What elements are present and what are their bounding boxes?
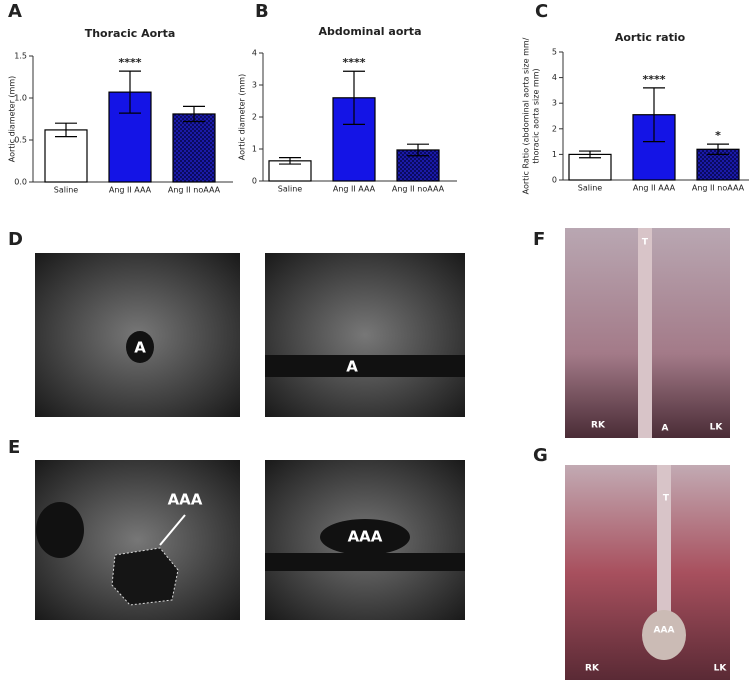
panel-letter: C bbox=[535, 1, 548, 22]
image-label: A bbox=[346, 358, 358, 376]
image-label: AAA bbox=[348, 528, 383, 546]
image-label: RK bbox=[585, 664, 600, 674]
image-label: LK bbox=[710, 423, 724, 433]
image-label: AAA bbox=[654, 626, 675, 636]
image-label: A bbox=[662, 424, 669, 434]
panel-letter: D bbox=[8, 229, 23, 250]
vessel bbox=[36, 502, 84, 558]
image-label: A bbox=[134, 339, 146, 357]
y-tick-label: 0 bbox=[552, 176, 557, 185]
significance: **** bbox=[342, 56, 365, 69]
y-tick-label: 1.0 bbox=[14, 94, 27, 103]
x-tick-label: Ang II AAA bbox=[109, 186, 152, 195]
y-tick-label: 0 bbox=[252, 177, 257, 186]
aneurysm-outline bbox=[111, 547, 179, 606]
y-axis-label: Aortic Ratio (abdominal aorta size mm/ bbox=[522, 37, 531, 194]
x-tick-label: Ang II noAAA bbox=[692, 184, 745, 193]
bar bbox=[44, 129, 88, 183]
aorta bbox=[638, 228, 652, 438]
significance: **** bbox=[118, 56, 141, 69]
significance: * bbox=[715, 129, 721, 142]
aorta bbox=[657, 465, 671, 615]
y-tick-label: 1 bbox=[552, 150, 557, 159]
y-tick-label: 5 bbox=[552, 48, 557, 57]
aneurysm bbox=[642, 610, 686, 660]
panel-letter: F bbox=[533, 229, 545, 250]
chart-title: Abdominal aorta bbox=[319, 25, 422, 38]
x-tick-label: Saline bbox=[54, 186, 78, 195]
x-tick-label: Ang II AAA bbox=[333, 185, 376, 194]
y-tick-label: 4 bbox=[552, 73, 557, 82]
image-label: T bbox=[663, 494, 670, 504]
vessel bbox=[126, 331, 154, 363]
bar bbox=[568, 153, 612, 181]
significance: **** bbox=[642, 73, 665, 86]
panel-letter: G bbox=[533, 445, 548, 466]
y-axis-label: Aortic diameter (mm) bbox=[8, 76, 17, 162]
y-tick-label: 1.5 bbox=[14, 52, 27, 61]
panel-letter: B bbox=[255, 1, 269, 22]
x-tick-label: Ang II noAAA bbox=[392, 185, 445, 194]
arrow bbox=[159, 514, 186, 546]
panel-letter: E bbox=[8, 437, 20, 458]
image-label: T bbox=[642, 238, 649, 248]
vessel bbox=[265, 355, 465, 377]
x-tick-label: Saline bbox=[278, 185, 302, 194]
y-tick-label: 1 bbox=[252, 145, 257, 154]
y-tick-label: 0.5 bbox=[14, 136, 27, 145]
y-tick-label: 3 bbox=[552, 99, 557, 108]
x-tick-label: Ang II noAAA bbox=[168, 186, 221, 195]
x-tick-label: Saline bbox=[578, 184, 602, 193]
vessel bbox=[265, 553, 465, 571]
ultrasound-image bbox=[265, 253, 465, 417]
x-tick-label: Ang II AAA bbox=[633, 184, 676, 193]
image-label: AAA bbox=[168, 491, 203, 509]
y-tick-label: 3 bbox=[252, 81, 257, 90]
y-axis-label: thoracic aorta size mm) bbox=[532, 68, 541, 163]
y-tick-label: 0.0 bbox=[14, 178, 27, 187]
vessel bbox=[320, 519, 410, 555]
panel-letter: A bbox=[8, 1, 22, 22]
image-label: RK bbox=[591, 421, 606, 431]
y-tick-label: 2 bbox=[552, 124, 557, 133]
bar bbox=[172, 113, 216, 183]
chart-title: Aortic ratio bbox=[615, 31, 686, 44]
chart-title: Thoracic Aorta bbox=[85, 27, 176, 40]
y-axis-label: Aortic diameter (mm) bbox=[238, 74, 247, 160]
y-tick-label: 4 bbox=[252, 49, 257, 58]
y-tick-label: 2 bbox=[252, 113, 257, 122]
image-label: LK bbox=[714, 664, 728, 674]
